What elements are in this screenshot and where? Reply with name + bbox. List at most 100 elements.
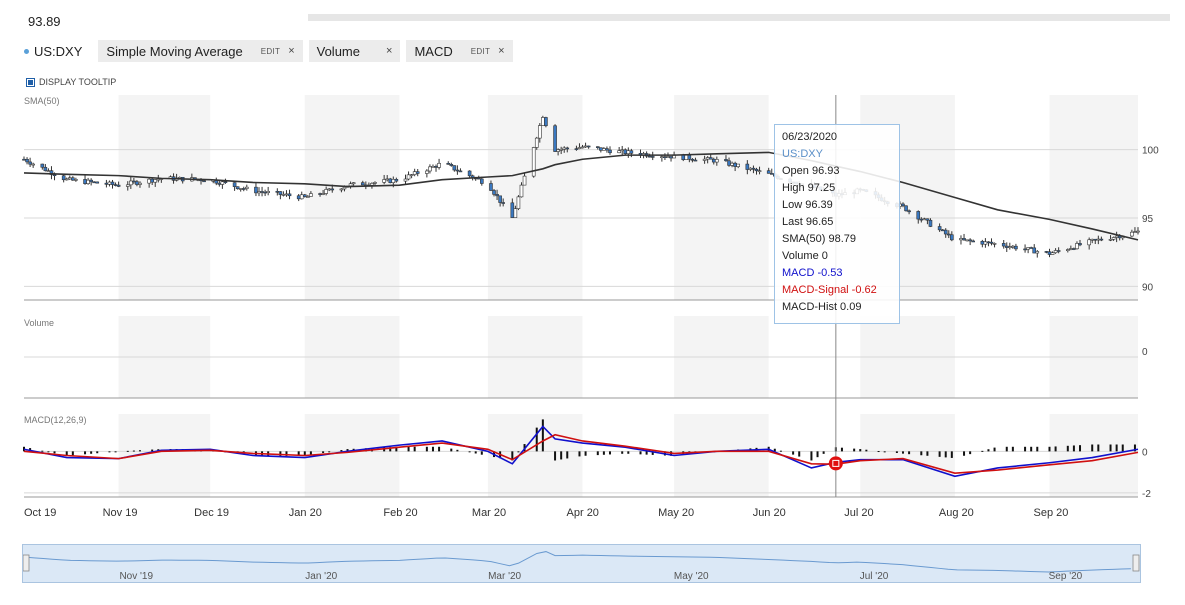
candle-down xyxy=(113,184,118,186)
candle-down xyxy=(751,167,756,170)
candle-up xyxy=(1133,231,1137,233)
candle-down xyxy=(235,186,240,190)
macd-hist-bar xyxy=(639,451,642,455)
candle-up xyxy=(153,179,158,183)
candle-up xyxy=(531,147,536,177)
remove-sma-icon[interactable]: × xyxy=(288,45,295,57)
candle-up xyxy=(74,179,78,181)
candle-up xyxy=(1075,243,1079,250)
top-scroll-strip[interactable] xyxy=(308,14,1170,21)
macd-hist-bar xyxy=(840,447,843,452)
candle-up xyxy=(156,178,161,181)
macd-panel-label: MACD(12,26,9) xyxy=(24,415,87,425)
macd-hist-bar xyxy=(798,451,801,457)
macd-hist-bar xyxy=(1030,446,1033,452)
month-band xyxy=(487,95,583,300)
candle-up xyxy=(748,167,753,170)
candle-down xyxy=(1056,250,1061,252)
candle-down xyxy=(388,178,393,183)
macd-hist-bar xyxy=(1121,444,1124,452)
macd-hist-bar xyxy=(450,448,453,452)
study-label-macd: MACD xyxy=(414,43,453,59)
candle-up xyxy=(391,179,396,183)
candle-down xyxy=(446,162,451,165)
candle-down xyxy=(663,156,667,158)
remove-volume-icon[interactable]: × xyxy=(386,45,393,57)
checkbox-icon[interactable] xyxy=(26,77,35,87)
candle-down xyxy=(916,211,921,220)
candle-down xyxy=(925,218,930,221)
candle-down xyxy=(22,158,26,161)
navigator[interactable]: Nov '19 Jan '20 Mar '20 May '20 Jul '20 Sep '… xyxy=(22,544,1141,583)
candle-down xyxy=(263,191,267,194)
candle-down xyxy=(605,148,609,151)
tooltip-hist: MACD-Hist 0.09 xyxy=(782,301,862,313)
candle-down xyxy=(727,160,731,166)
navigator-tick-label: Jan '20 xyxy=(305,571,337,582)
price-tick-label: 95 xyxy=(1142,214,1154,225)
candle-up xyxy=(577,147,582,150)
macd-hist-bar xyxy=(584,451,587,456)
candle-down xyxy=(467,170,472,177)
candle-down xyxy=(650,156,655,158)
candle-down xyxy=(61,175,66,181)
macd-hist-bar xyxy=(944,451,947,458)
candle-up xyxy=(266,191,270,193)
macd-hist-bar xyxy=(1048,446,1051,452)
sma-line xyxy=(23,151,1139,241)
symbol-chip[interactable]: US:DXY xyxy=(18,44,88,59)
candle-down xyxy=(904,205,908,212)
candle-down xyxy=(553,125,557,152)
candle-up xyxy=(64,178,69,181)
macd-hist-bar xyxy=(792,451,795,455)
navigator-handle-left xyxy=(22,554,30,572)
macd-hist-bar xyxy=(84,451,87,455)
study-chip-volume[interactable]: Volume × xyxy=(308,40,401,62)
study-chip-sma[interactable]: Simple Moving Average EDIT × xyxy=(98,40,303,62)
candle-up xyxy=(327,188,332,191)
study-label-volume: Volume xyxy=(316,43,360,59)
study-chip-macd[interactable]: MACD EDIT × xyxy=(406,40,513,62)
macd-hist-bar xyxy=(816,451,819,458)
macd-hist-bar xyxy=(297,451,300,456)
tooltip-last: Last 96.65 xyxy=(782,216,834,228)
macd-hist-bar xyxy=(621,451,624,454)
x-tick-label: Jan 20 xyxy=(289,507,322,519)
macd-hist-bar xyxy=(779,450,782,452)
macd-hist-bar xyxy=(578,451,581,457)
candle-down xyxy=(1072,248,1076,250)
candle-up xyxy=(522,175,527,186)
remove-macd-icon[interactable]: × xyxy=(498,45,505,57)
candle-up xyxy=(1011,245,1015,248)
series-dot-icon xyxy=(24,48,29,54)
edit-sma-button[interactable]: EDIT xyxy=(260,46,281,56)
macd-hist-bar xyxy=(859,449,862,452)
macd-hist-bar xyxy=(877,451,880,453)
candle-down xyxy=(711,158,716,163)
candle-up xyxy=(983,241,988,245)
candle-up xyxy=(1087,239,1091,246)
candle-down xyxy=(1078,243,1082,246)
candle-up xyxy=(31,163,35,166)
macd-hist-bar xyxy=(1133,444,1136,452)
display-tooltip-toggle[interactable]: DISPLAY TOOLTIP xyxy=(26,77,116,87)
price-tick-label: 90 xyxy=(1142,282,1154,293)
macd-hist-bar xyxy=(346,449,349,452)
candle-up xyxy=(107,181,112,185)
candle-down xyxy=(132,180,136,183)
macd-hist-bar xyxy=(1079,445,1082,452)
candle-up xyxy=(245,186,249,189)
macd-hist-bar xyxy=(981,450,984,452)
edit-macd-button[interactable]: EDIT xyxy=(470,46,491,56)
tooltip-signal: MACD-Signal -0.62 xyxy=(782,284,877,296)
candle-down xyxy=(498,195,502,203)
candle-up xyxy=(1114,235,1119,238)
candle-up xyxy=(705,157,710,160)
x-tick-label: Oct 19 xyxy=(24,507,56,519)
candle-up xyxy=(1050,252,1055,255)
candle-up xyxy=(324,189,328,194)
candle-down xyxy=(394,179,399,182)
candle-down xyxy=(989,241,994,244)
candle-down xyxy=(1014,245,1018,250)
